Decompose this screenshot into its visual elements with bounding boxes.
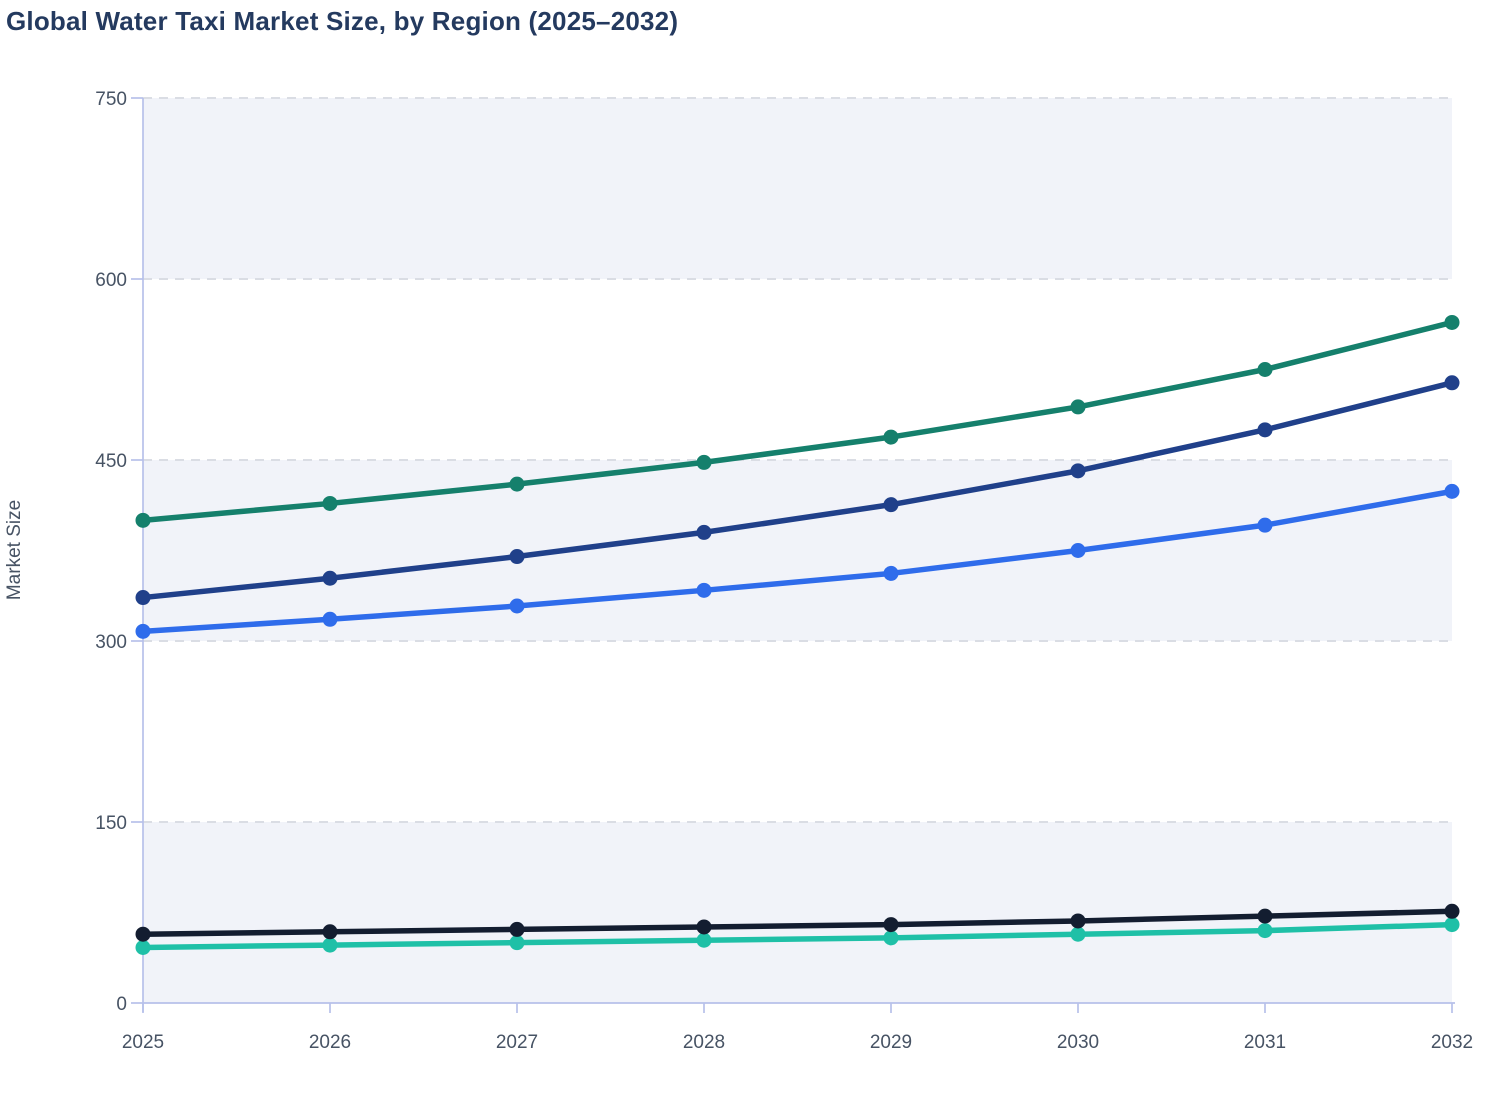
point-green-series-2025 bbox=[135, 512, 151, 528]
point-navy-series-2029 bbox=[883, 497, 899, 513]
plot-band bbox=[143, 822, 1452, 1003]
series-line-black-series bbox=[140, 908, 1455, 937]
point-green-series-2031 bbox=[1257, 362, 1273, 377]
x-tick-label-2032: 2032 bbox=[1431, 1032, 1473, 1053]
point-green-series-2029 bbox=[883, 429, 899, 445]
point-navy-series-2030 bbox=[1070, 463, 1086, 479]
chart-title: Global Water Taxi Market Size, by Region… bbox=[6, 6, 679, 36]
point-blue-series-2029 bbox=[883, 565, 899, 581]
x-tick-label-2027: 2027 bbox=[496, 1032, 538, 1053]
y-axis-label: Market Size bbox=[4, 500, 25, 600]
x-tick-label-2025: 2025 bbox=[122, 1032, 164, 1053]
point-black-series-2030 bbox=[1070, 913, 1086, 929]
point-teal-series-2032 bbox=[1444, 917, 1460, 933]
y-tick-label-0: 0 bbox=[116, 994, 127, 1015]
point-blue-series-2028 bbox=[696, 582, 712, 598]
x-tick-label-2028: 2028 bbox=[683, 1032, 725, 1053]
point-navy-series-2032 bbox=[1444, 375, 1460, 391]
point-green-series-2030 bbox=[1070, 399, 1086, 415]
point-blue-series-2030 bbox=[1070, 543, 1086, 558]
x-tick-label-2026: 2026 bbox=[309, 1032, 351, 1053]
x-tick-label-2030: 2030 bbox=[1057, 1032, 1099, 1053]
y-tick-label-750: 750 bbox=[95, 89, 127, 110]
point-navy-series-2025 bbox=[135, 590, 151, 606]
point-black-series-2027 bbox=[509, 921, 525, 937]
point-navy-series-2026 bbox=[322, 570, 338, 586]
point-black-series-2032 bbox=[1444, 903, 1460, 919]
y-tick-label-450: 450 bbox=[95, 451, 127, 472]
plot-band bbox=[143, 98, 1452, 279]
x-tick-label-2031: 2031 bbox=[1244, 1032, 1286, 1053]
point-green-series-2026 bbox=[322, 495, 338, 511]
point-navy-series-2027 bbox=[509, 549, 525, 565]
point-blue-series-2027 bbox=[509, 598, 525, 614]
series-line-blue-series bbox=[140, 488, 1455, 635]
point-teal-series-2028 bbox=[696, 932, 712, 948]
series-line-green-series bbox=[140, 319, 1455, 524]
point-blue-series-2026 bbox=[322, 611, 338, 627]
point-green-series-2028 bbox=[696, 454, 712, 470]
y-tick-label-300: 300 bbox=[95, 632, 127, 653]
point-teal-series-2031 bbox=[1257, 923, 1273, 939]
point-black-series-2025 bbox=[135, 926, 151, 942]
series-line-teal-series bbox=[140, 921, 1455, 951]
point-blue-series-2025 bbox=[135, 623, 151, 639]
point-black-series-2029 bbox=[883, 917, 899, 933]
point-blue-series-2032 bbox=[1444, 483, 1460, 499]
point-teal-series-2027 bbox=[509, 935, 525, 951]
point-green-series-2032 bbox=[1444, 314, 1460, 330]
point-teal-series-2026 bbox=[322, 937, 338, 953]
point-teal-series-2025 bbox=[135, 939, 151, 955]
point-blue-series-2031 bbox=[1257, 517, 1273, 533]
point-teal-series-2029 bbox=[883, 930, 899, 946]
point-navy-series-2028 bbox=[696, 524, 712, 540]
point-black-series-2031 bbox=[1257, 908, 1273, 924]
x-tick-label-2029: 2029 bbox=[870, 1032, 912, 1053]
point-teal-series-2030 bbox=[1070, 926, 1086, 942]
point-black-series-2026 bbox=[322, 924, 338, 940]
y-tick-label-150: 150 bbox=[95, 813, 127, 834]
y-tick-label-600: 600 bbox=[95, 270, 127, 291]
point-navy-series-2031 bbox=[1257, 422, 1273, 438]
point-green-series-2027 bbox=[509, 476, 525, 492]
point-black-series-2028 bbox=[696, 919, 712, 935]
series-line-navy-series bbox=[140, 380, 1455, 601]
plot-band bbox=[143, 460, 1452, 641]
